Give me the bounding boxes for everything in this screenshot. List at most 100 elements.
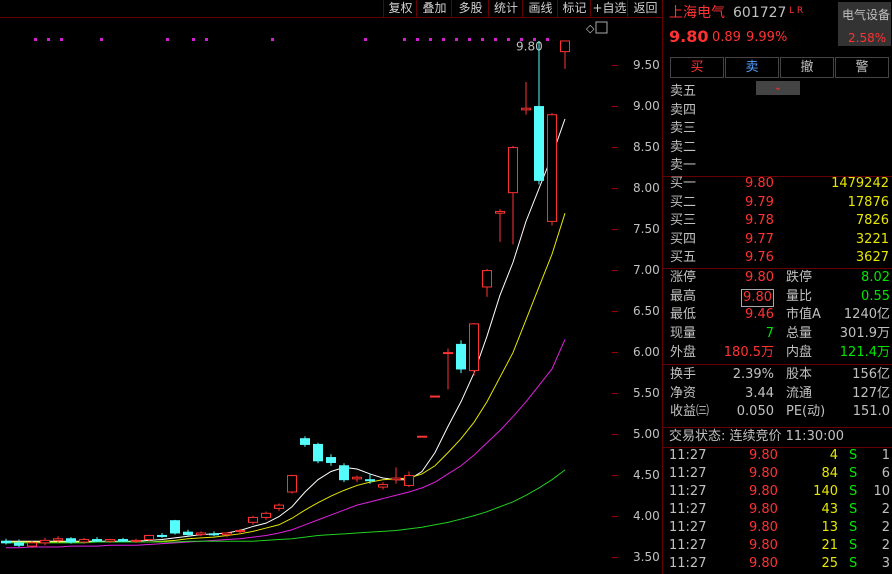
stat-value: 156亿 bbox=[852, 367, 890, 382]
separator bbox=[663, 176, 892, 177]
candle-body bbox=[469, 323, 479, 372]
tick-side: S bbox=[849, 520, 858, 535]
stock-name: 上海电气 bbox=[669, 5, 725, 21]
candle-body bbox=[105, 539, 115, 542]
buy-volume: 1479242 bbox=[831, 176, 889, 191]
toolbar-button[interactable]: 复权 bbox=[383, 0, 417, 17]
moving-average-line bbox=[6, 339, 566, 549]
tick-side: S bbox=[849, 484, 858, 499]
toolbar-button[interactable]: 返回 bbox=[627, 0, 663, 17]
chart: ◇ 9.80 9.50 9.00 8.50 8.00 7.50 7.00 6.50 6.00 5… bbox=[0, 17, 662, 564]
candle-body bbox=[92, 539, 102, 542]
sector-pct: 2.58% bbox=[848, 31, 887, 45]
stat-value: 0.050 bbox=[736, 404, 774, 420]
tick-time: 11:27 bbox=[669, 538, 707, 553]
y-tick-label: 5.00 bbox=[633, 427, 660, 441]
buy-volume: 3627 bbox=[855, 250, 889, 265]
stat-label: 净资 bbox=[670, 385, 697, 401]
y-tick-label: 9.00 bbox=[633, 99, 660, 113]
candle-body bbox=[508, 147, 518, 194]
trade-button[interactable]: 买 bbox=[670, 57, 724, 78]
tick-volume: 25 bbox=[821, 556, 838, 571]
tick-time: 11:27 bbox=[669, 484, 707, 499]
stat-label: 内盘 bbox=[786, 344, 813, 360]
candle-body bbox=[248, 516, 258, 523]
separator bbox=[663, 364, 892, 365]
tick-price: 9.80 bbox=[749, 502, 778, 517]
tick-volume: 84 bbox=[821, 466, 838, 481]
y-tick-label: 6.50 bbox=[633, 304, 660, 318]
stock-code: 601727 bbox=[733, 5, 787, 21]
toolbar-button[interactable]: 统计 bbox=[488, 0, 523, 17]
moving-average-line bbox=[6, 469, 566, 544]
candle-body bbox=[378, 484, 388, 488]
stat-label: 现量 bbox=[670, 326, 697, 342]
separator bbox=[662, 0, 663, 574]
diamond-icon[interactable]: ◇ bbox=[586, 22, 595, 35]
buy-price: 9.79 bbox=[745, 194, 774, 210]
candle-body bbox=[170, 520, 180, 534]
stat-value: 7 bbox=[765, 326, 774, 342]
y-tick-label: 4.50 bbox=[633, 468, 660, 482]
tick-count: 3 bbox=[881, 556, 890, 571]
stat-value: 1240亿 bbox=[843, 307, 890, 323]
tick-side: S bbox=[849, 466, 858, 481]
stat-label: 收益㈢ bbox=[670, 404, 710, 420]
toolbar-button[interactable]: 标记 bbox=[557, 0, 591, 17]
tick-volume: 43 bbox=[821, 502, 838, 517]
trade-button[interactable]: 卖 bbox=[725, 57, 779, 78]
stat-label: 市值A bbox=[786, 307, 821, 323]
buy-price: 9.77 bbox=[745, 231, 774, 247]
stat-value: 9.80 bbox=[745, 270, 774, 285]
candle-body bbox=[404, 475, 414, 486]
buy-volume: 3221 bbox=[855, 231, 889, 247]
separator bbox=[663, 447, 892, 448]
stat-label: 股本 bbox=[786, 367, 813, 382]
buy-label: 买四 bbox=[670, 231, 697, 247]
sell-label: 卖二 bbox=[670, 139, 697, 155]
tick-count: 2 bbox=[881, 502, 890, 517]
stat-label: 总量 bbox=[786, 326, 813, 342]
toolbar-button[interactable]: 多股 bbox=[451, 0, 489, 17]
sell-label: 卖四 bbox=[670, 102, 697, 118]
price: 9.80 bbox=[669, 27, 709, 46]
candle-body bbox=[274, 504, 284, 509]
buy-label: 买五 bbox=[670, 250, 697, 265]
trade-button[interactable]: 警 bbox=[835, 57, 889, 78]
candle-body bbox=[235, 530, 245, 533]
stat-label: 跌停 bbox=[786, 270, 813, 285]
moving-average-line bbox=[6, 213, 566, 543]
candle-body bbox=[79, 539, 89, 543]
stat-label: PE(动) bbox=[786, 404, 826, 420]
tick-time: 11:27 bbox=[669, 502, 707, 517]
buy-volume: 17876 bbox=[847, 194, 889, 210]
change: 0.89 bbox=[712, 30, 741, 45]
toolbar-button[interactable]: 画线 bbox=[522, 0, 558, 17]
toolbar-button[interactable]: +自选 bbox=[590, 0, 628, 17]
separator bbox=[663, 268, 892, 269]
candle-body bbox=[534, 106, 544, 181]
y-tick-label: 8.00 bbox=[633, 181, 660, 195]
tick-side: S bbox=[849, 538, 858, 553]
candle-body bbox=[222, 532, 232, 536]
candle-body bbox=[40, 539, 50, 544]
candle-body bbox=[287, 475, 297, 493]
collapse-tab[interactable]: ⌄ bbox=[756, 81, 800, 95]
tick-count: 1 bbox=[881, 448, 890, 463]
change-pct: 9.99% bbox=[746, 30, 788, 45]
trade-button[interactable]: 撤 bbox=[780, 57, 834, 78]
high-label: 9.80 bbox=[516, 40, 543, 54]
candle-body bbox=[456, 343, 466, 370]
candle-body bbox=[300, 438, 310, 445]
trade-status: 交易状态: 连续竞价 11:30:00 bbox=[669, 429, 845, 444]
stat-value: 180.5万 bbox=[723, 344, 774, 360]
toolbar-button[interactable]: 叠加 bbox=[416, 0, 452, 17]
tick-count: 2 bbox=[881, 520, 890, 535]
tick-volume: 13 bbox=[821, 520, 838, 535]
candle-body bbox=[131, 539, 141, 542]
candle-body bbox=[313, 443, 323, 462]
window-icon[interactable] bbox=[595, 21, 608, 34]
candle-body bbox=[196, 532, 206, 536]
tick-time: 11:27 bbox=[669, 556, 707, 571]
stat-value: 301.9万 bbox=[839, 326, 890, 342]
